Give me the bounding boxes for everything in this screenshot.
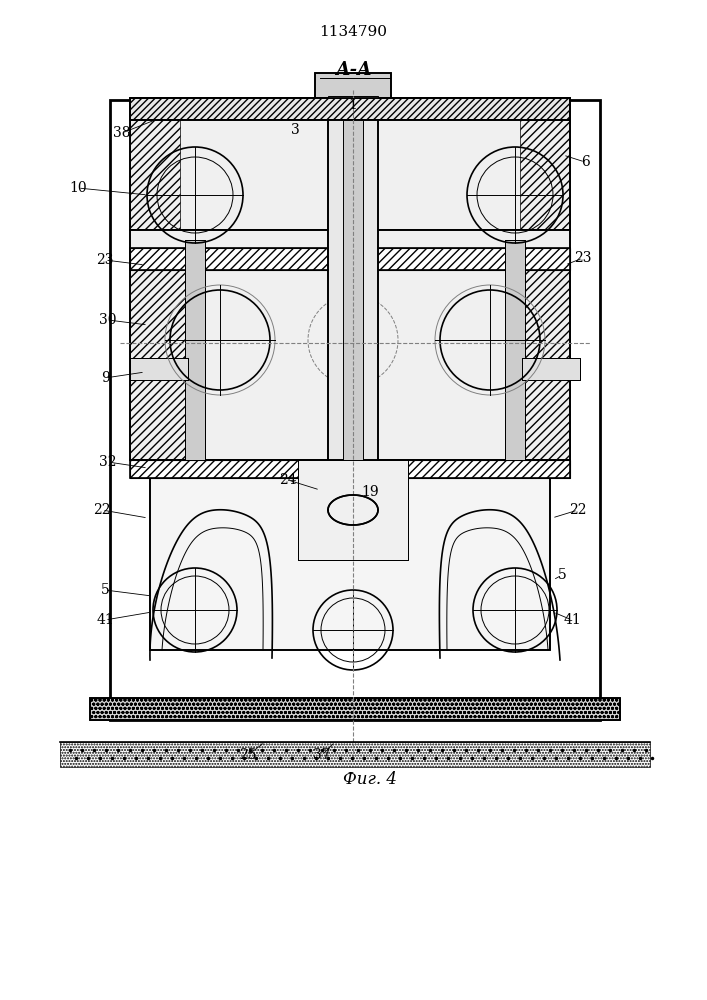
Bar bbox=[343, 120, 363, 460]
Text: 1134790: 1134790 bbox=[319, 25, 387, 39]
Bar bbox=[130, 98, 570, 120]
Text: 6: 6 bbox=[580, 155, 590, 169]
Bar bbox=[130, 460, 570, 478]
Text: 1: 1 bbox=[349, 98, 358, 112]
Bar bbox=[110, 100, 600, 720]
Text: 10: 10 bbox=[69, 181, 87, 195]
Bar bbox=[130, 358, 188, 380]
Bar bbox=[130, 358, 188, 380]
Bar bbox=[315, 73, 391, 98]
Polygon shape bbox=[328, 495, 378, 525]
Bar bbox=[328, 120, 378, 460]
Text: 30: 30 bbox=[99, 313, 117, 327]
Bar bbox=[150, 460, 550, 650]
Bar bbox=[130, 248, 570, 270]
Bar bbox=[90, 698, 620, 720]
Text: 38: 38 bbox=[113, 126, 131, 140]
Text: 25: 25 bbox=[239, 748, 257, 762]
Text: 24: 24 bbox=[279, 473, 297, 487]
Text: 23: 23 bbox=[574, 251, 592, 265]
Bar bbox=[130, 120, 570, 230]
Text: 3: 3 bbox=[291, 123, 299, 137]
Bar bbox=[298, 460, 408, 560]
Bar bbox=[328, 96, 378, 98]
Text: 32: 32 bbox=[99, 455, 117, 469]
Text: 41: 41 bbox=[96, 613, 114, 627]
Bar bbox=[130, 230, 570, 460]
Bar bbox=[130, 98, 570, 120]
Bar bbox=[298, 460, 408, 560]
Bar bbox=[520, 120, 570, 230]
Bar bbox=[130, 460, 570, 478]
Text: 9: 9 bbox=[100, 371, 110, 385]
Text: 41: 41 bbox=[563, 613, 581, 627]
Bar bbox=[522, 358, 580, 380]
Polygon shape bbox=[328, 495, 378, 525]
Bar bbox=[315, 73, 391, 98]
Text: А-А: А-А bbox=[334, 61, 371, 79]
Bar bbox=[328, 120, 378, 460]
Bar bbox=[130, 120, 570, 230]
Text: 37: 37 bbox=[313, 748, 331, 762]
Bar bbox=[505, 240, 525, 460]
Bar bbox=[130, 120, 180, 230]
Text: 22: 22 bbox=[93, 503, 111, 517]
Text: 19: 19 bbox=[361, 485, 379, 499]
Bar bbox=[185, 240, 205, 460]
Bar bbox=[150, 460, 550, 650]
Bar bbox=[505, 240, 525, 460]
Bar bbox=[522, 358, 580, 380]
Bar bbox=[525, 270, 570, 460]
Bar bbox=[185, 240, 205, 460]
Text: 5: 5 bbox=[100, 583, 110, 597]
Bar bbox=[90, 698, 620, 720]
Text: Фиг. 4: Фиг. 4 bbox=[343, 772, 397, 788]
Text: 23: 23 bbox=[96, 253, 114, 267]
Bar bbox=[130, 248, 570, 270]
Text: 5: 5 bbox=[558, 568, 566, 582]
Bar bbox=[130, 230, 570, 460]
Bar bbox=[90, 698, 620, 720]
Bar bbox=[130, 98, 570, 120]
Text: 22: 22 bbox=[569, 503, 587, 517]
Bar bbox=[130, 270, 185, 460]
Bar bbox=[60, 742, 650, 767]
